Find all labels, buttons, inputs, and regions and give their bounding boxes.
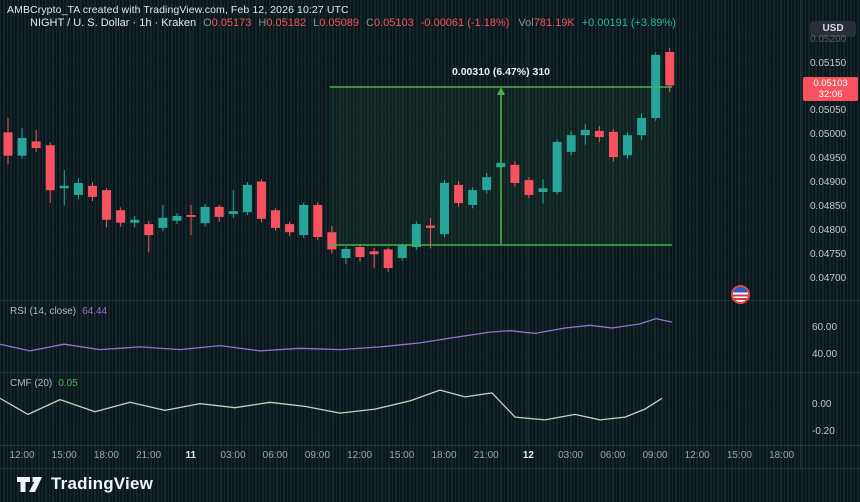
rsi-title: RSI (14, close) bbox=[10, 306, 77, 317]
price-axis-label: 0.04900 bbox=[810, 177, 847, 188]
price-axis-label: 0.04800 bbox=[810, 224, 847, 236]
cmf-value: 0.05 bbox=[58, 378, 78, 389]
time-label: 06:00 bbox=[262, 450, 288, 461]
time-label: 12:00 bbox=[684, 450, 710, 461]
ohlc-value: 0.05089 bbox=[319, 17, 360, 29]
price-change: -0.00061 (-1.18%) bbox=[420, 17, 510, 29]
time-label: 09:00 bbox=[642, 450, 668, 461]
watermark-credit: AMBCrypto_TA created with TradingView.co… bbox=[7, 4, 349, 16]
indicator-axis-label: 40.00 bbox=[812, 349, 838, 360]
ohlc-value: 0.05182 bbox=[266, 17, 307, 29]
date-label: 12 bbox=[522, 450, 534, 461]
symbol-info-bar: NIGHT / U. S. Dollar · 1h · Kraken O0.051… bbox=[30, 17, 676, 29]
time-label: 09:00 bbox=[304, 450, 330, 461]
price-axis-label: 0.05200 bbox=[810, 33, 847, 45]
last-price-value: 0.05103 bbox=[813, 78, 848, 89]
time-label: 12:00 bbox=[9, 450, 35, 461]
ohlc-key: O bbox=[203, 17, 212, 29]
time-label: 15:00 bbox=[51, 450, 77, 461]
price-axis-label: 0.05150 bbox=[810, 57, 847, 69]
cmf-title: CMF (20) bbox=[10, 378, 53, 389]
time-label: 03:00 bbox=[220, 450, 246, 461]
time-label: 06:00 bbox=[600, 450, 626, 461]
time-label: 18:00 bbox=[431, 450, 457, 461]
bar-countdown: 32:06 bbox=[818, 89, 843, 100]
flag-badge-icon bbox=[731, 285, 750, 304]
price-axis-label: 0.04850 bbox=[810, 200, 847, 212]
volume-value: 781.19K bbox=[533, 17, 575, 29]
price-axis-label: 0.04950 bbox=[810, 153, 847, 165]
indicator-axis-label: -0.20 bbox=[812, 426, 835, 437]
date-label: 11 bbox=[185, 450, 197, 461]
tradingview-brand-text[interactable]: TradingView bbox=[51, 474, 154, 493]
ohlc-key: L bbox=[313, 17, 320, 29]
symbol-title[interactable]: NIGHT / U. S. Dollar · 1h · Kraken bbox=[30, 17, 197, 29]
price-axis-label: 0.05000 bbox=[810, 129, 847, 141]
time-label: 21:00 bbox=[136, 450, 162, 461]
ohlc-values: O0.05173 H0.05182 L0.05089 C0.05103 bbox=[196, 17, 414, 29]
last-price-tag: 0.05103 32:06 bbox=[803, 77, 858, 101]
secondary-change: +0.00191 (+3.89%) bbox=[581, 17, 676, 29]
ohlc-value: 0.05103 bbox=[373, 17, 414, 29]
rsi-indicator-label[interactable]: RSI (14, close) 64.44 bbox=[10, 306, 107, 317]
time-label: 15:00 bbox=[389, 450, 415, 461]
time-label: 18:00 bbox=[93, 450, 119, 461]
tradingview-logo-icon[interactable] bbox=[16, 475, 43, 494]
currency-toggle-button[interactable]: USD bbox=[810, 21, 856, 37]
price-axis-label: 0.05050 bbox=[810, 105, 847, 117]
price-axis-label: 0.04750 bbox=[810, 248, 847, 260]
measure-tool-label[interactable]: 0.00310 (6.47%) 310 bbox=[451, 66, 551, 78]
footer-bar: TradingView bbox=[16, 474, 153, 494]
ohlc-key: H bbox=[258, 17, 267, 29]
ohlc-key: C bbox=[366, 17, 374, 29]
time-label: 12:00 bbox=[347, 450, 373, 461]
indicator-axis-label: 60.00 bbox=[812, 322, 838, 333]
time-label: 03:00 bbox=[558, 450, 584, 461]
rsi-value: 64.44 bbox=[82, 306, 108, 317]
indicator-axis-label: 0.00 bbox=[812, 399, 832, 410]
time-label: 18:00 bbox=[769, 450, 795, 461]
cmf-indicator-label[interactable]: CMF (20) 0.05 bbox=[10, 378, 78, 389]
price-axis-label: 0.04700 bbox=[810, 272, 847, 284]
volume-label: Vol bbox=[518, 17, 534, 29]
ohlc-value: 0.05173 bbox=[211, 17, 252, 29]
time-label: 15:00 bbox=[726, 450, 752, 461]
time-label: 21:00 bbox=[473, 450, 499, 461]
